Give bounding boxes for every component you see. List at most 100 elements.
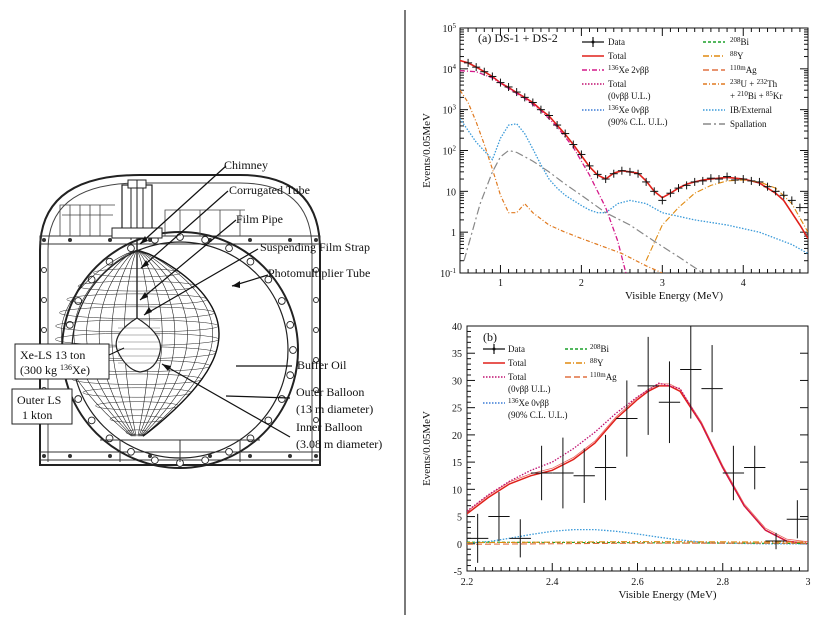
outer-balloon-outline (136, 249, 220, 437)
rivet-icon (108, 454, 112, 458)
balloon-parallel (125, 429, 149, 436)
y-tick-exp: 5 (453, 22, 457, 30)
pointer-arrowheads (140, 236, 240, 371)
chimney-flange (111, 227, 163, 239)
legend-text: + (730, 91, 737, 101)
wall-bolt-icon (313, 327, 319, 333)
legend-label-line2: (90% C.L. U.L.) (508, 410, 568, 420)
legend-label: Spallation (730, 119, 767, 129)
y-tick-base: 10 (443, 65, 453, 76)
pmt-icon (225, 447, 233, 456)
rivet-icon (68, 238, 72, 242)
pmt-icon (286, 371, 295, 379)
rivet-icon (208, 454, 212, 458)
legend-text: Xe 0νββ (519, 398, 550, 408)
legend-sup: 88 (590, 357, 598, 365)
label-outer-balloon: Outer Balloon (296, 385, 364, 399)
rivet-icon (108, 238, 112, 242)
rivet-icon (42, 454, 46, 458)
legend-text: Ag (746, 65, 757, 75)
legend-sup: 210 (737, 90, 748, 98)
legend-label: 238U + 232Th (730, 78, 778, 89)
pmt-icon (151, 456, 159, 465)
legend-label: 208Bi (590, 343, 610, 354)
legend-text: Bi + (748, 91, 766, 101)
panel-title: (b) (483, 330, 497, 344)
pmt-icon (105, 257, 114, 266)
y-tick-label: -5 (454, 567, 462, 578)
legend-label: 88Y (730, 50, 744, 61)
legend-sup: 238 (730, 78, 741, 86)
label-suspending-film-strap: Suspending Film Strap (260, 240, 370, 254)
y-tick-base: 1 (451, 228, 456, 239)
rivet-icon (248, 238, 252, 242)
pmt-icon (65, 321, 74, 329)
series-line (645, 179, 808, 261)
pmt-icon (264, 416, 273, 425)
pmt-icon (264, 275, 273, 284)
balloon-meridian (111, 249, 138, 437)
label-outer-balloon-diameter: (13 m diameter) (296, 402, 373, 416)
pmt-icon (74, 395, 83, 403)
x-tick-label: 1 (498, 278, 503, 289)
balloon-meridian (136, 249, 214, 437)
legend-text: Y (737, 51, 744, 61)
y-tick-label: 10 (452, 485, 462, 496)
x-axis-title: Visible Energy (MeV) (625, 290, 723, 302)
legend-label-line2: (0νββ U.L.) (508, 384, 550, 394)
pmt-icon (127, 447, 135, 456)
y-tick-label: 5 (457, 513, 462, 524)
legend-label: Total (608, 51, 627, 61)
rivet-icon (68, 454, 72, 458)
legend-b: Data Total Total (0νββ U.L.) 136Xe 0νββ (90% … (483, 343, 617, 420)
label-corrugated-tube: Corrugated Tube (229, 183, 310, 197)
pmt-icon (246, 434, 255, 443)
legend-label: 136Xe 0νββ (608, 104, 649, 115)
wall-bolt-icon (313, 387, 319, 393)
label-pointers (139, 165, 292, 438)
label-outer-ls-mass: 1 kton (22, 408, 52, 422)
outer-ls-label-box (11, 388, 73, 425)
legend-sup: 85 (766, 90, 774, 98)
legend-sup: 208 (590, 343, 601, 351)
label-buffer-oil: Buffer Oil (297, 358, 347, 372)
pmt-icon (277, 297, 286, 305)
legend-label: 136Xe 2νββ (608, 64, 649, 75)
x-axis-title: Visible Energy (MeV) (618, 589, 716, 601)
y-tick-label: 10-1 (440, 267, 456, 280)
legend-sup: 88 (730, 50, 738, 58)
photomultiplier-tubes (63, 233, 297, 467)
balloon-parallel (82, 387, 192, 398)
x-tick-label: 2.4 (546, 577, 559, 588)
x-tick-label: 3 (806, 577, 811, 588)
rivet-icon (314, 454, 318, 458)
y-tick-label: 20 (452, 431, 462, 442)
legend-text: U + (741, 79, 757, 89)
rivet-icon (248, 454, 252, 458)
wall-bolt-icon (313, 357, 319, 363)
y-tick-label: 0 (457, 540, 462, 551)
legend-sup: 208 (730, 36, 741, 44)
y-axis-title: Events/0.05MeV (421, 411, 433, 486)
label-inner-balloon: Inner Balloon (296, 420, 362, 434)
legend-label: Data (608, 37, 625, 47)
balloon-meridian (136, 249, 163, 437)
x-tick-label: 2.8 (717, 577, 730, 588)
pmt-icon (87, 416, 96, 425)
rivet-icon (288, 454, 292, 458)
label-xe-ls-mass: (300 kg 136Xe) (20, 363, 90, 377)
rivet-icon (42, 238, 46, 242)
balloon-parallel (95, 401, 179, 411)
legend-sample-data-dot (591, 40, 595, 44)
balloon-meridian (136, 249, 188, 437)
x-tick-label: 3 (660, 278, 665, 289)
pmt-icon (225, 244, 233, 253)
y-tick-label: 10 (446, 187, 456, 198)
legend-text: Bi (741, 37, 750, 47)
legend-sup: 232 (757, 78, 768, 86)
y-tick-label: 104 (443, 63, 457, 76)
y-tick-base: 10 (443, 24, 453, 35)
rivet-icon (288, 238, 292, 242)
